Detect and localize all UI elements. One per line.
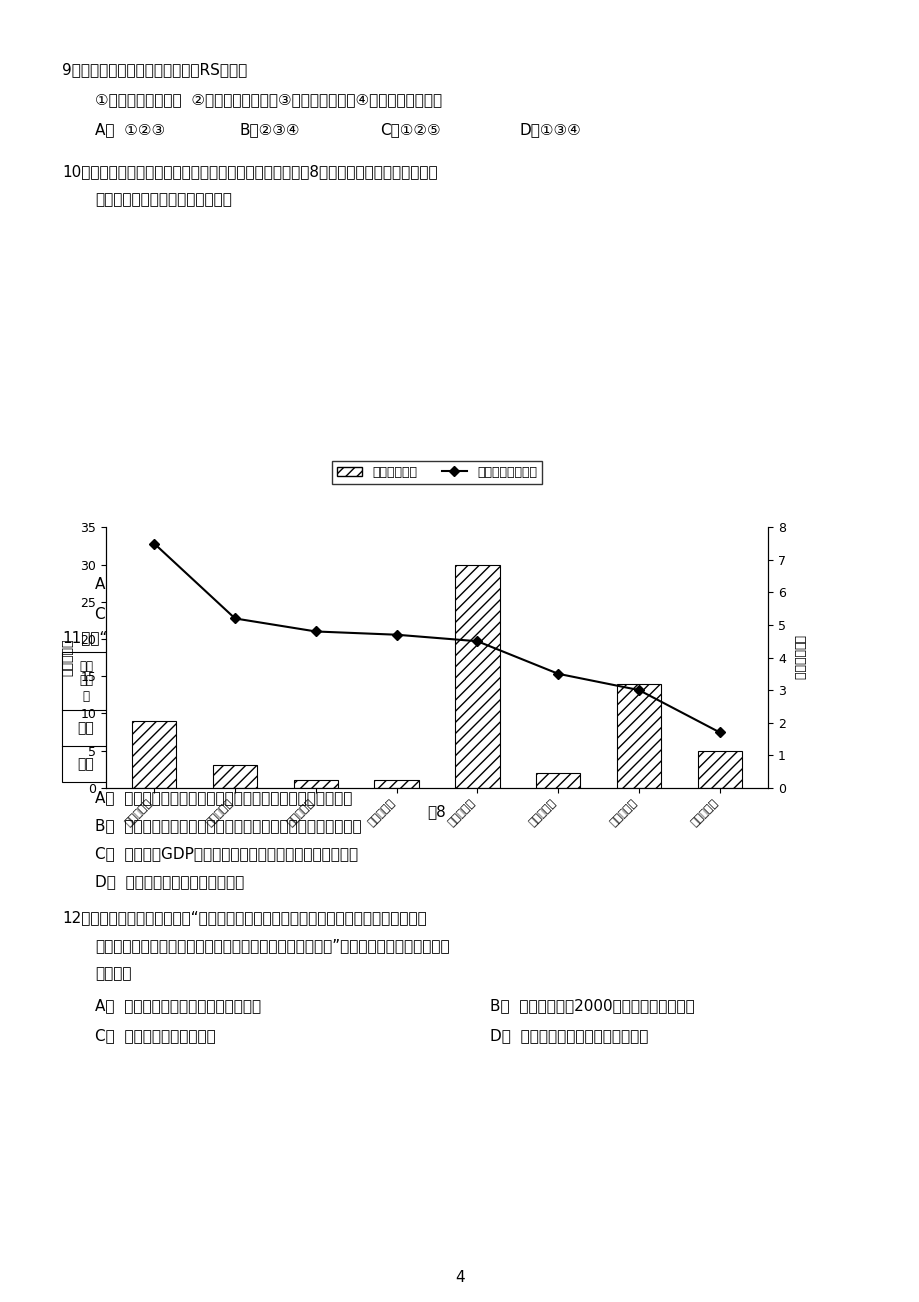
Text: 540: 540 [357, 721, 384, 736]
Text: 人均用水量
（m³/人·年）: 人均用水量 （m³/人·年） [176, 667, 229, 695]
Text: 其单位产出情况，下列说法正确的: 其单位产出情况，下列说法正确的 [95, 191, 232, 207]
Text: D．  工艺时装类总收益最低: D． 工艺时装类总收益最低 [490, 605, 611, 621]
Text: 630: 630 [120, 756, 147, 771]
Bar [374, 780, 418, 788]
Text: D．  江苏省的年用水总量较宁夏少: D． 江苏省的年用水总量较宁夏少 [95, 874, 244, 889]
Text: 9566: 9566 [116, 721, 152, 736]
Text: ①调查耕地利用方式  ②调查作物分布范围③跟踪农产品流向④监控作物生长状况: ①调查耕地利用方式 ②调查作物分布范围③跟踪农产品流向④监控作物生长状况 [95, 92, 442, 107]
Bar [455, 565, 499, 788]
Text: A．  开始实行郡县制加强对地方的管理: A． 开始实行郡县制加强对地方的管理 [95, 999, 261, 1013]
Text: 70: 70 [280, 721, 298, 736]
Text: 江苏: 江苏 [77, 721, 95, 736]
Text: A．  咋询策划类单位产出最高: A． 咋询策划类单位产出最高 [95, 575, 224, 591]
Text: C．  两省万元GDP用水量差异性大的主要是自然环境决定的: C． 两省万元GDP用水量差异性大的主要是自然环境决定的 [95, 846, 357, 861]
Bar [132, 721, 176, 788]
Text: 省级
行政
区: 省级 行政 区 [79, 660, 93, 703]
Text: B．  降水总量较江苏少是宁夏农田灌溉亩均用水量大的主要原因: B． 降水总量较江苏少是宁夏农田灌溉亩均用水量大的主要原因 [95, 818, 361, 833]
Text: 12．《赢政的道》一文中写道“始皇帝赢政比较糊，只要走进历史，不管你是否乐意，也: 12．《赢政的道》一文中写道“始皇帝赢政比较糊，只要走进历史，不管你是否乐意，也 [62, 910, 426, 924]
Text: 无论你停在哪一段儿，他都将不请自来，躺不掉也避不开。”作者这样评价秦始皇，主要: 无论你停在哪一段儿，他都将不请自来，躺不掉也避不开。”作者这样评价秦始皇，主要 [95, 937, 449, 953]
Text: 人均生活用
水量（m³/
人·年）: 人均生活用 水量（m³/ 人·年） [268, 660, 310, 703]
Text: 宁夏: 宁夏 [77, 756, 95, 771]
Text: B．  设计服务类的总收益较休闲娱乐类高: B． 设计服务类的总收益较休闲娱乐类高 [490, 575, 664, 591]
Text: D．①③④: D．①③④ [519, 122, 581, 137]
Text: C．  确立了分封子弟的制度: C． 确立了分封子弟的制度 [95, 1029, 216, 1043]
Text: 图8: 图8 [427, 805, 446, 819]
Legend: 各类企业数量, 各类企业单位产出: 各类企业数量, 各类企业单位产出 [332, 461, 541, 483]
Text: 11．读“江苏省和宁夏回族自治区水资源利用情况对比表”，下列叙述正确的是：: 11．读“江苏省和宁夏回族自治区水资源利用情况对比表”，下列叙述正确的是： [62, 630, 398, 644]
Text: 人均生产用
水量（m³/
人·年）: 人均生产用 水量（m³/ 人·年） [350, 660, 391, 703]
Text: 万元GDP用
水量（m³/万
元）: 万元GDP用 水量（m³/万 元） [521, 660, 570, 703]
Text: 26: 26 [280, 756, 298, 771]
Text: 1780: 1780 [185, 756, 221, 771]
Y-axis label: 单位：千个: 单位：千个 [62, 639, 74, 676]
Text: D．  开始用军功爵制代替世卿世禄制: D． 开始用军功爵制代替世卿世禄制 [490, 1029, 648, 1043]
Bar [616, 684, 661, 788]
Text: 1352: 1352 [440, 756, 475, 771]
Text: 1754: 1754 [353, 756, 388, 771]
Bar [697, 750, 741, 788]
Text: 446: 446 [444, 721, 471, 736]
Text: 570: 570 [532, 721, 559, 736]
Text: 是基于他: 是基于他 [95, 966, 131, 980]
Text: 9．在农业方面，运用遥感技术（RS）能够: 9．在农业方面，运用遥感技术（RS）能够 [62, 62, 247, 77]
Y-axis label: 单位：百万元: 单位：百万元 [791, 635, 804, 680]
Text: C．①②⑤: C．①②⑤ [380, 122, 440, 137]
Text: 10．创意产业是我国城市产业结构调整的一个重要方向。图8为上海市各类创意产业数量与: 10．创意产业是我国城市产业结构调整的一个重要方向。图8为上海市各类创意产业数量… [62, 164, 437, 178]
Text: 610: 610 [189, 721, 216, 736]
Text: 4000: 4000 [528, 756, 562, 771]
Text: A．  ①②③: A． ①②③ [95, 122, 165, 137]
Bar [536, 773, 580, 788]
Text: C．  电信软件类企业数量最多: C． 电信软件类企业数量最多 [95, 605, 224, 621]
Bar [62, 652, 587, 783]
Bar [212, 766, 257, 788]
Text: A．  江苏省的生活用水比重比宁夏小，生产用水比重比宁夏大: A． 江苏省的生活用水比重比宁夏小，生产用水比重比宁夏大 [95, 790, 352, 805]
Text: 农田灌溉亩
均用水量
（m³/亩·年）: 农田灌溉亩 均用水量 （m³/亩·年） [432, 660, 483, 703]
Text: 4: 4 [455, 1269, 464, 1285]
Text: B．②③④: B．②③④ [240, 122, 301, 137]
Text: B．  确定了后世个2000多年的国家政治框架: B． 确定了后世个2000多年的国家政治框架 [490, 999, 694, 1013]
Text: 人口
总数
（万）: 人口 总数 （万） [123, 660, 144, 703]
Bar [293, 780, 337, 788]
